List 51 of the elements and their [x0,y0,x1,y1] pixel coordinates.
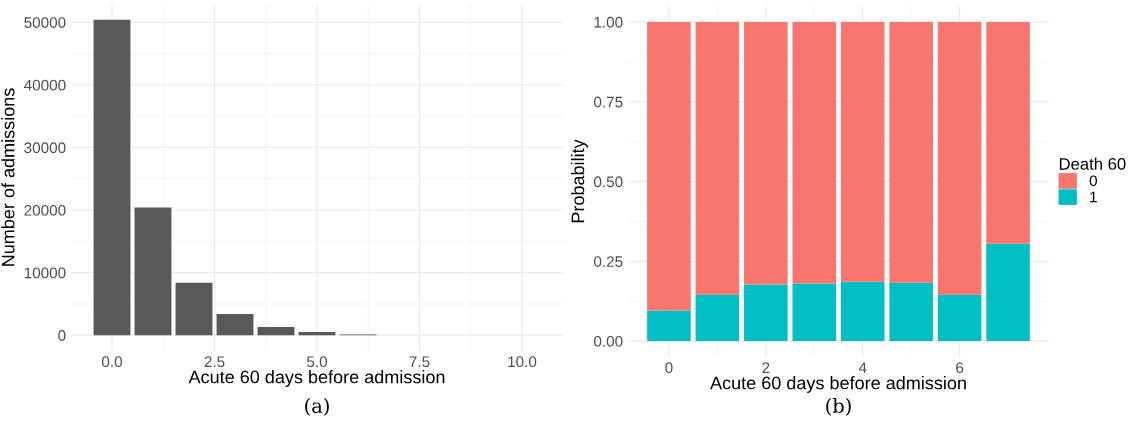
text: (b) [826,398,851,416]
bar [695,294,740,342]
bar [889,21,933,283]
legend-label: 1 [1090,191,1097,203]
legend-title: Death 60 [1059,157,1126,170]
bar [792,283,837,342]
legend-label: 0 [1089,175,1097,187]
x-axis-title: Acute 60 days before admission [188,370,445,387]
bar [937,294,982,342]
y-axis-title: Number of admissions [1,88,15,266]
text: (a) [305,398,329,416]
bar [695,21,740,295]
bar [889,282,933,342]
bar [744,284,788,342]
y-tick-label: 0.50 [594,176,623,188]
y-tick-label: 0.75 [594,96,623,108]
bar [647,21,691,311]
bar [986,243,1030,342]
bar [986,21,1030,244]
y-tick-label: 0 [58,330,66,341]
bar [744,21,788,285]
x-tick-label: 5.0 [306,356,328,368]
bar [792,21,837,284]
x-tick-label: 6 [956,362,964,374]
x-tick-label: 4 [858,362,867,373]
y-tick-label: 1.00 [594,16,623,28]
y-tick-label: 50000 [24,17,66,28]
x-tick-label: 2 [762,362,770,373]
bar [216,313,254,336]
bar [175,282,213,336]
y-tick-label: 0.25 [594,256,623,267]
y-axis-title: Probability [571,139,588,223]
x-tick-label: 0.0 [101,356,123,368]
y-tick-label: 20000 [24,204,66,216]
y-tick-label: 40000 [24,79,66,91]
bar [298,332,336,336]
bar [134,207,172,336]
bar [840,21,885,282]
bar [647,310,691,342]
x-tick-label: 7.5 [409,356,430,368]
y-tick-label: 10000 [24,267,66,279]
x-tick-label: 0 [665,362,673,374]
bar [257,327,295,336]
bar [937,21,982,295]
bar [93,19,131,336]
x-axis-title: Acute 60 days before admission [710,376,966,393]
y-tick-label: 0.00 [594,335,623,347]
y-tick-label: 30000 [24,142,66,154]
x-tick-label: 2.5 [204,356,225,368]
x-tick-label: 10.0 [508,356,537,368]
bar [840,281,885,342]
